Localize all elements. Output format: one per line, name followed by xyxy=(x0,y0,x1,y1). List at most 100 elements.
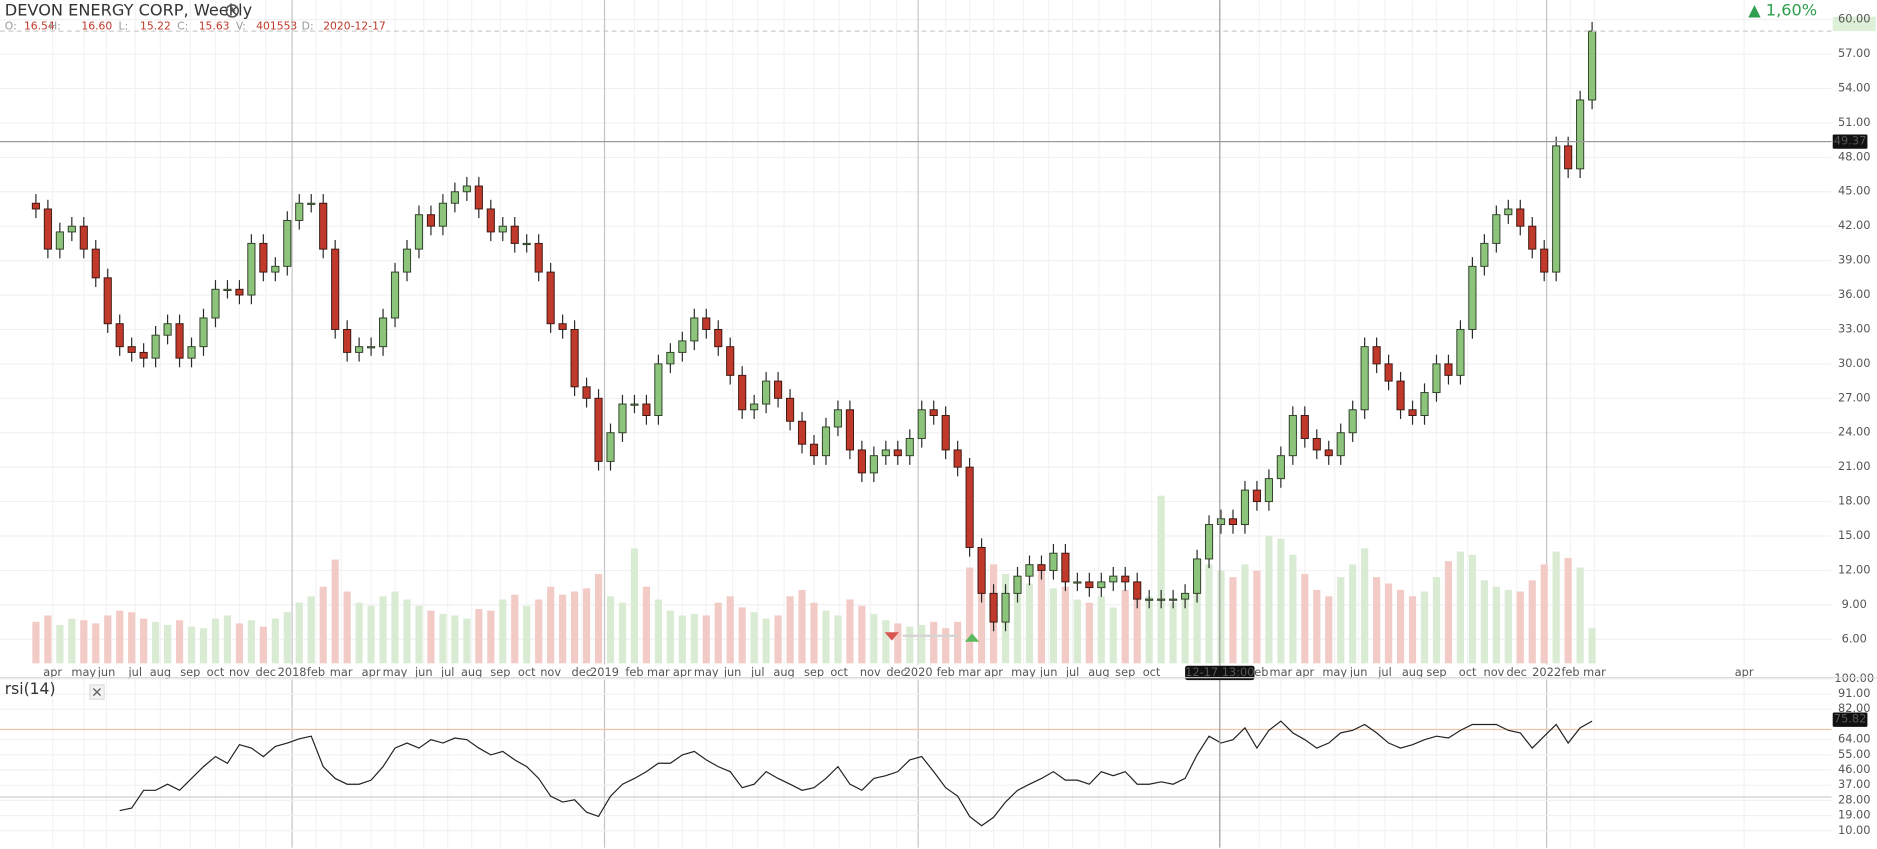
candle-body xyxy=(1288,415,1297,457)
volume-bar xyxy=(391,591,399,664)
volume-bar xyxy=(319,586,327,664)
remove-indicator[interactable] xyxy=(89,684,105,700)
volume-bar xyxy=(1085,602,1093,664)
x-tick-label: apr xyxy=(1735,665,1754,679)
volume-bar xyxy=(798,589,806,664)
volume-bar xyxy=(1013,580,1022,664)
candle-body xyxy=(774,380,783,399)
x-tick-label: jun xyxy=(414,665,433,679)
candle-body xyxy=(881,449,890,457)
volume-bar xyxy=(379,596,387,664)
candle-body xyxy=(666,351,675,365)
candle-body xyxy=(1324,449,1333,457)
clock-icon[interactable] xyxy=(225,4,239,18)
x-tick-label: sep xyxy=(1426,665,1446,679)
volume-bar xyxy=(966,567,974,664)
rsi-tick-label: 28.00 xyxy=(1838,792,1871,806)
volume-bar xyxy=(1229,577,1237,664)
x-tick-label: dec xyxy=(1506,665,1526,679)
x-tick-label: jul xyxy=(750,665,765,679)
ohlc-value: 16.54 xyxy=(24,19,55,32)
x-tick-label: feb xyxy=(625,665,643,679)
x-tick-label: feb xyxy=(1250,665,1268,679)
candle-body xyxy=(762,380,771,405)
volume-bar xyxy=(247,620,255,664)
ohlc-label: V: xyxy=(236,19,246,32)
candle-body xyxy=(355,346,364,353)
rsi-tick-label: 37.00 xyxy=(1838,777,1871,791)
candle-body xyxy=(1528,225,1537,250)
volume-bar xyxy=(128,612,136,664)
volume-bar xyxy=(594,573,603,664)
settings-icon[interactable] xyxy=(225,4,239,18)
rsi-layer xyxy=(0,720,1832,827)
volume-bar xyxy=(810,602,818,664)
y-tick-label: 57.00 xyxy=(1838,46,1871,60)
candle-body xyxy=(283,219,292,267)
y-tick-label: 45.00 xyxy=(1838,184,1871,198)
candle-body xyxy=(331,248,340,330)
volume-bar xyxy=(271,618,279,664)
candle-body xyxy=(1348,409,1357,434)
volume-bar xyxy=(1540,564,1548,664)
volume-bar xyxy=(175,620,184,664)
candle-body xyxy=(199,317,208,348)
x-tick-label: nov xyxy=(1484,665,1505,679)
y-tick-label: 18.00 xyxy=(1838,494,1871,508)
candle-body xyxy=(259,242,268,273)
volume-bar xyxy=(834,615,842,664)
candle-body xyxy=(31,202,40,210)
volume-bar xyxy=(1420,591,1429,664)
candle-body xyxy=(211,288,220,319)
candle-body xyxy=(1372,346,1381,365)
volume-bar xyxy=(1289,554,1297,664)
volume-bar xyxy=(1349,564,1357,664)
rsi-last-box xyxy=(1832,712,1868,727)
candle-body xyxy=(486,208,495,233)
volume-bar xyxy=(523,605,531,664)
volume-bar xyxy=(1385,583,1393,664)
x-tick-label: 2019 xyxy=(590,665,619,679)
chart-title: DEVON ENERGY CORP, Weekly xyxy=(5,0,253,19)
volume-bar xyxy=(355,602,363,664)
x-tick-label: apr xyxy=(984,665,1003,679)
volume-bar xyxy=(571,591,579,664)
volume-bar xyxy=(678,615,686,664)
x-tick-label: mar xyxy=(958,665,981,679)
candle-body xyxy=(1540,248,1549,273)
volume-bar xyxy=(547,586,555,664)
x-tick-label: jun xyxy=(1349,665,1368,679)
volume-bar xyxy=(259,626,267,664)
volume-bar xyxy=(92,623,100,664)
candle-body xyxy=(1157,598,1166,601)
volume-bar xyxy=(918,625,926,664)
x-tick-label: apr xyxy=(43,665,62,679)
candle-body xyxy=(462,185,471,193)
candle-body xyxy=(857,449,866,474)
volume-bar xyxy=(1097,596,1105,664)
volume-bar xyxy=(930,621,938,664)
candle-body xyxy=(163,323,172,336)
candle-body xyxy=(1073,581,1082,584)
candle-body xyxy=(582,386,591,399)
x-tick-label: nov xyxy=(229,665,250,679)
volume-bar xyxy=(535,599,543,664)
volume-bar xyxy=(738,607,746,664)
candle-body xyxy=(654,363,663,416)
x-tick-label: nov xyxy=(860,665,881,679)
x-tick-label: apr xyxy=(673,665,692,679)
volume-bar xyxy=(618,602,627,664)
x-tick-label: may xyxy=(383,665,408,679)
volume-bar xyxy=(367,605,375,664)
volume-bar xyxy=(499,599,507,664)
candle-body xyxy=(438,202,447,227)
candle-body xyxy=(821,426,831,457)
volume-bar xyxy=(1109,607,1117,664)
y-tick-label: 27.00 xyxy=(1838,390,1871,404)
volume-bar xyxy=(642,586,651,664)
candle-body xyxy=(1037,564,1046,571)
volume-bar xyxy=(1516,591,1524,664)
volume-bar xyxy=(1061,586,1069,664)
x-tick-label: 2022 xyxy=(1532,665,1561,679)
volume-bar xyxy=(786,596,794,664)
